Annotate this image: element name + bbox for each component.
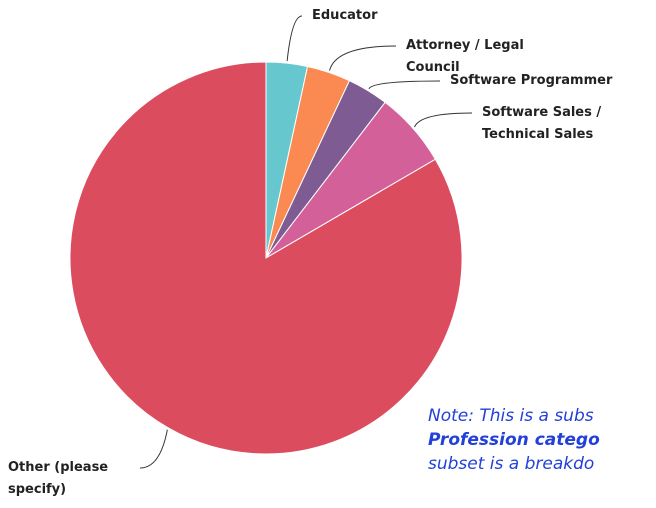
slice-label: Attorney / Legal Council	[406, 38, 524, 75]
leader-line	[329, 45, 397, 71]
slice-label: Other (please specify)	[8, 460, 109, 497]
slice-label: Software Sales / Technical Sales	[482, 105, 602, 142]
leader-line	[286, 15, 303, 62]
pie-slice	[69, 61, 463, 455]
leader-line	[414, 112, 473, 128]
slice-label: Software Programmer	[450, 73, 613, 88]
leader-line	[139, 429, 168, 469]
note-line: Note: This is a subs	[428, 406, 594, 426]
slice-label: Educator	[312, 8, 378, 23]
note-line: subset is a breakdo	[428, 454, 595, 474]
leader-line	[368, 80, 441, 90]
note-line: Profession catego	[428, 430, 600, 450]
